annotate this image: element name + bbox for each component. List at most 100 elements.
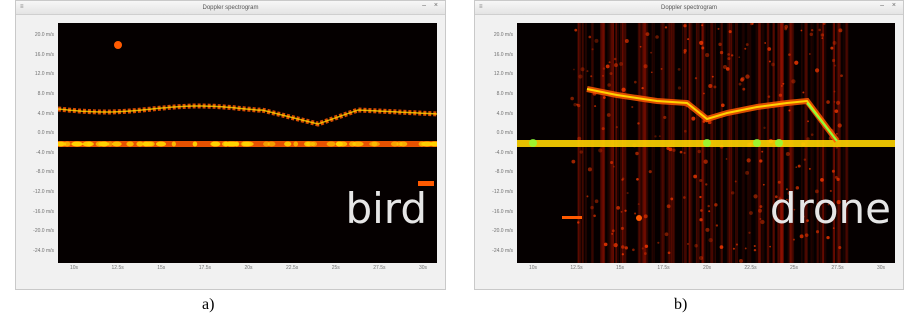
noise-speck: [641, 247, 644, 250]
x-tick-label: 15s: [615, 265, 625, 271]
noise-speck: [822, 23, 826, 25]
menu-icon[interactable]: ≡: [479, 4, 483, 10]
noise-speck: [838, 28, 843, 33]
x-tick-label: 27.5s: [373, 265, 386, 271]
window-controls[interactable]: – ×: [880, 2, 899, 9]
band-blob: [753, 139, 761, 147]
noise-speck: [668, 147, 673, 152]
noise-speck: [791, 79, 796, 84]
noise-speck: [759, 159, 763, 163]
band-blob: [171, 141, 176, 147]
window-controls[interactable]: – ×: [422, 2, 441, 9]
noise-speck: [768, 60, 771, 63]
y-tick-label: 8.0 m/s: [37, 90, 54, 97]
menu-icon[interactable]: ≡: [20, 4, 24, 10]
noise-speck: [613, 165, 615, 168]
spectrogram-window-drone: ≡ Doppler spectrogram – × 20.0 m/s 16.0 m…: [474, 0, 904, 290]
noise-speck: [654, 135, 657, 138]
x-tick-label: 20s: [244, 265, 253, 271]
band-blob: [430, 141, 437, 147]
noise-speck: [744, 47, 747, 50]
spectrogram-canvas: [58, 41, 437, 186]
band-blob: [71, 141, 83, 147]
noise-speck: [831, 58, 836, 63]
noise-speck: [785, 188, 788, 191]
x-tick-label: 17.5s: [198, 265, 211, 271]
noise-speck: [677, 86, 682, 90]
y-tick-label: 20.0 m/s: [34, 32, 54, 38]
noise-speck: [643, 214, 648, 219]
band-blob: [142, 141, 149, 147]
noise-speck: [838, 246, 842, 250]
noise-speck: [619, 62, 623, 66]
noise-speck: [590, 205, 594, 210]
noise-speck: [635, 151, 639, 156]
noise-speck: [610, 160, 614, 165]
noise-speck: [834, 109, 839, 113]
noise-speck: [705, 227, 710, 232]
noise-speck: [609, 72, 613, 76]
band-blob: [112, 141, 122, 147]
band-blob: [267, 141, 276, 147]
noise-speck: [778, 197, 783, 202]
noise-speck: [705, 53, 710, 58]
noise-speck: [579, 150, 583, 154]
band-blob: [242, 141, 254, 147]
noise-speck: [698, 255, 704, 261]
noise-speck: [641, 86, 644, 90]
noise-speck: [621, 87, 626, 92]
noise-speck: [795, 166, 798, 169]
band-blob: [352, 141, 364, 147]
noise-speck: [727, 57, 731, 61]
noise-speck: [613, 57, 617, 61]
noise-speck: [753, 194, 758, 199]
noise-speck: [834, 64, 837, 67]
noise-speck: [793, 208, 796, 211]
noise-speck: [650, 51, 653, 54]
noise-speck: [672, 148, 676, 152]
x-tick-label: 12.5s: [111, 265, 124, 271]
noise-speck: [694, 244, 698, 248]
noise-speck: [620, 210, 623, 213]
band-blob: [775, 139, 783, 147]
noise-speck: [703, 92, 705, 95]
noise-speck: [601, 127, 605, 131]
noise-speck: [607, 83, 611, 87]
noise-speck: [598, 148, 603, 153]
noise-speck: [644, 244, 649, 248]
noise-speck: [814, 189, 819, 194]
noise-speck: [670, 197, 674, 201]
noise-speck: [759, 218, 762, 220]
x-tick-label: 10s: [528, 265, 538, 271]
noise-speck: [699, 178, 703, 182]
noise-speck: [711, 75, 714, 78]
noise-speck: [797, 164, 801, 168]
noise-speck: [715, 224, 719, 227]
noise-speck: [577, 221, 580, 224]
noise-speck: [794, 60, 799, 65]
x-tick-label: 12.5s: [570, 265, 583, 271]
noise-speck: [731, 191, 735, 195]
noise-speck: [620, 226, 624, 230]
doppler-spectrogram-plot: bird: [58, 23, 437, 263]
noise-speck: [804, 233, 809, 237]
noise-speck: [784, 24, 789, 29]
noise-speck: [810, 133, 814, 136]
noise-speck: [833, 90, 836, 93]
x-tick-label: 27.5s: [831, 265, 844, 271]
noise-speck: [636, 177, 639, 181]
noise-speck: [626, 191, 629, 195]
noise-speck: [774, 195, 778, 199]
noise-speck: [769, 245, 771, 248]
band-blob: [136, 141, 144, 147]
noise-speck: [840, 74, 843, 78]
noise-speck: [664, 232, 669, 237]
band-blob: [293, 141, 299, 147]
band-blob: [703, 139, 711, 147]
noise-speck: [832, 40, 837, 45]
noise-speck: [708, 83, 713, 89]
noise-speck: [594, 38, 599, 43]
noise-speck: [603, 242, 608, 247]
noise-speck: [667, 251, 671, 255]
band-blob: [192, 141, 198, 147]
